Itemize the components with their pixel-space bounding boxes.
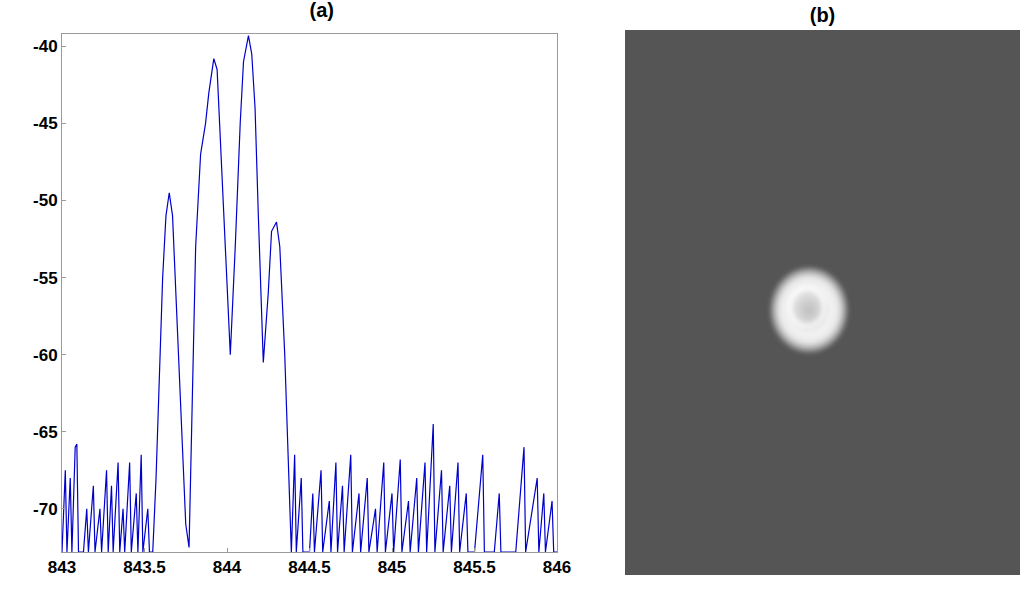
svg-text:-40: -40: [33, 37, 58, 56]
svg-text:843.5: 843.5: [123, 558, 166, 577]
svg-text:-65: -65: [33, 423, 58, 442]
svg-text:845.5: 845.5: [453, 558, 496, 577]
svg-text:844: 844: [213, 558, 242, 577]
html-text:(b): (b): [809, 4, 836, 26]
svg-text:(a): (a): [310, 0, 334, 21]
svg-text:845: 845: [378, 558, 406, 577]
svg-text:-60: -60: [33, 346, 58, 365]
svg-text:843: 843: [48, 558, 76, 577]
svg-text:846: 846: [543, 558, 571, 577]
svg-text:-70: -70: [33, 500, 58, 519]
svg-text:-50: -50: [33, 191, 58, 210]
svg-text:-45: -45: [33, 114, 58, 133]
svg-text:844.5: 844.5: [288, 558, 331, 577]
svg-text:-55: -55: [33, 269, 58, 288]
